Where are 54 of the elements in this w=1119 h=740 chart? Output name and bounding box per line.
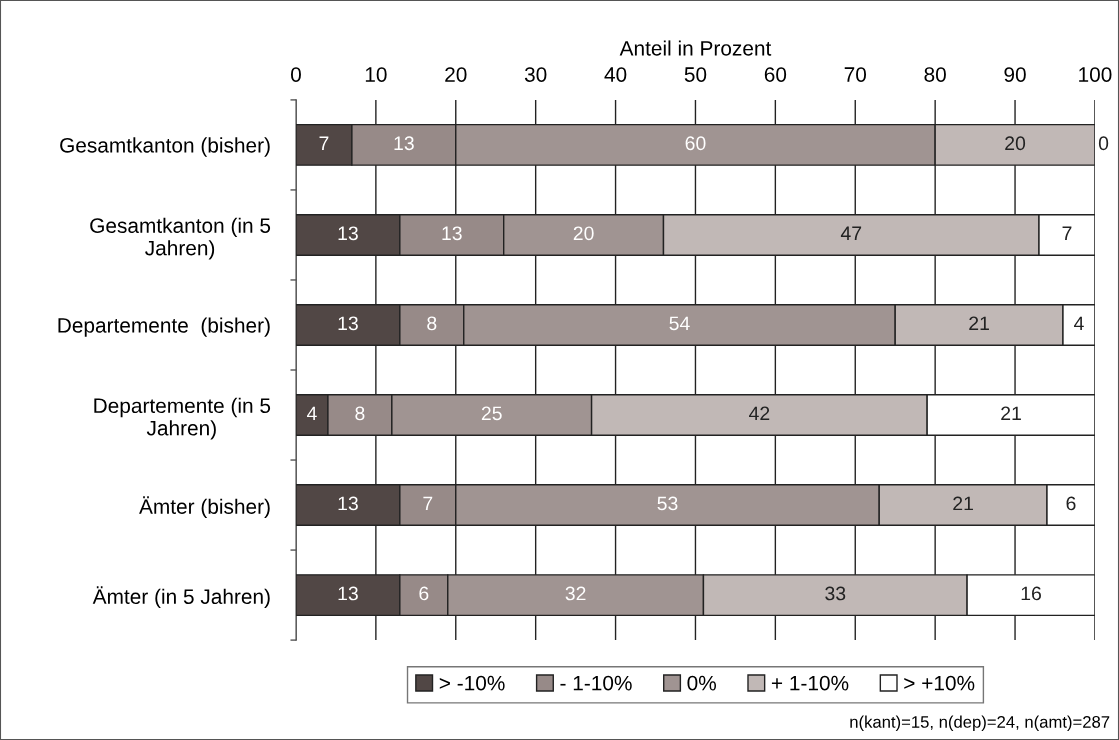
data-label: 20 — [1005, 136, 1026, 151]
y-tick-label: Ämter (bisher) — [139, 496, 270, 519]
data-label: 7 — [319, 136, 329, 150]
x-tick-label: 0 — [291, 67, 301, 82]
legend-label: > +10% — [904, 675, 975, 691]
x-tick-label: 40 — [604, 67, 627, 82]
data-label: 4 — [1074, 316, 1084, 331]
x-tick-label: 60 — [764, 67, 787, 82]
y-tick-label: Ämter (in 5 Jahren) — [92, 586, 270, 609]
legend-label: > -10% — [439, 675, 505, 691]
data-label: 60 — [685, 136, 706, 151]
y-tick-label: Gesamtkanton (bisher) — [60, 137, 270, 157]
data-label: 13 — [338, 586, 358, 601]
data-label: 53 — [657, 496, 678, 511]
data-label: 33 — [825, 586, 846, 601]
legend-label: + 1-10% — [771, 675, 849, 691]
data-label: 47 — [840, 226, 862, 240]
data-label: 13 — [338, 226, 358, 241]
legend-label: 0% — [687, 675, 716, 691]
data-label: 32 — [565, 586, 586, 601]
data-label: 42 — [749, 406, 770, 421]
data-label: 20 — [573, 226, 594, 241]
data-label: 13 — [394, 136, 414, 151]
x-tick-label: 80 — [924, 67, 946, 82]
data-label: 54 — [669, 316, 690, 331]
data-label: 0 — [1098, 136, 1109, 151]
x-tick-label: 70 — [844, 67, 867, 82]
data-label: 13 — [338, 496, 358, 511]
data-label: 25 — [481, 406, 502, 421]
data-label: 13 — [338, 316, 358, 331]
x-tick-label: 20 — [445, 67, 467, 82]
y-tick-label: Gesamtkanton (in 5 Jahren) — [90, 217, 271, 260]
x-tick-label: 90 — [1004, 67, 1026, 82]
data-label: 6 — [1066, 496, 1076, 511]
data-label: 21 — [969, 316, 989, 331]
legend-label: - 1-10% — [560, 675, 632, 691]
data-label: 7 — [1062, 226, 1072, 240]
data-label: 21 — [1001, 406, 1021, 421]
x-tick-label: 30 — [524, 67, 547, 82]
x-tick-label: 100 — [1079, 67, 1112, 82]
data-label: 16 — [1021, 586, 1041, 601]
y-tick-label: Departemente (bisher) — [58, 317, 270, 337]
x-tick-label: 50 — [684, 67, 707, 82]
data-label: 8 — [355, 406, 365, 421]
data-label: 8 — [427, 316, 437, 331]
data-label: 13 — [442, 226, 462, 241]
x-axis-title: Anteil in Prozent — [619, 40, 772, 56]
data-label: 6 — [419, 586, 429, 601]
x-tick-label: 10 — [365, 67, 387, 82]
data-label: 21 — [953, 496, 973, 511]
data-label: 7 — [423, 496, 433, 511]
data-label: 4 — [306, 406, 317, 421]
text: n(kant)=15, n(dep)=24, n(amt)=287 — [850, 715, 1110, 732]
y-tick-label: Departemente (in 5 Jahren) — [94, 397, 271, 440]
